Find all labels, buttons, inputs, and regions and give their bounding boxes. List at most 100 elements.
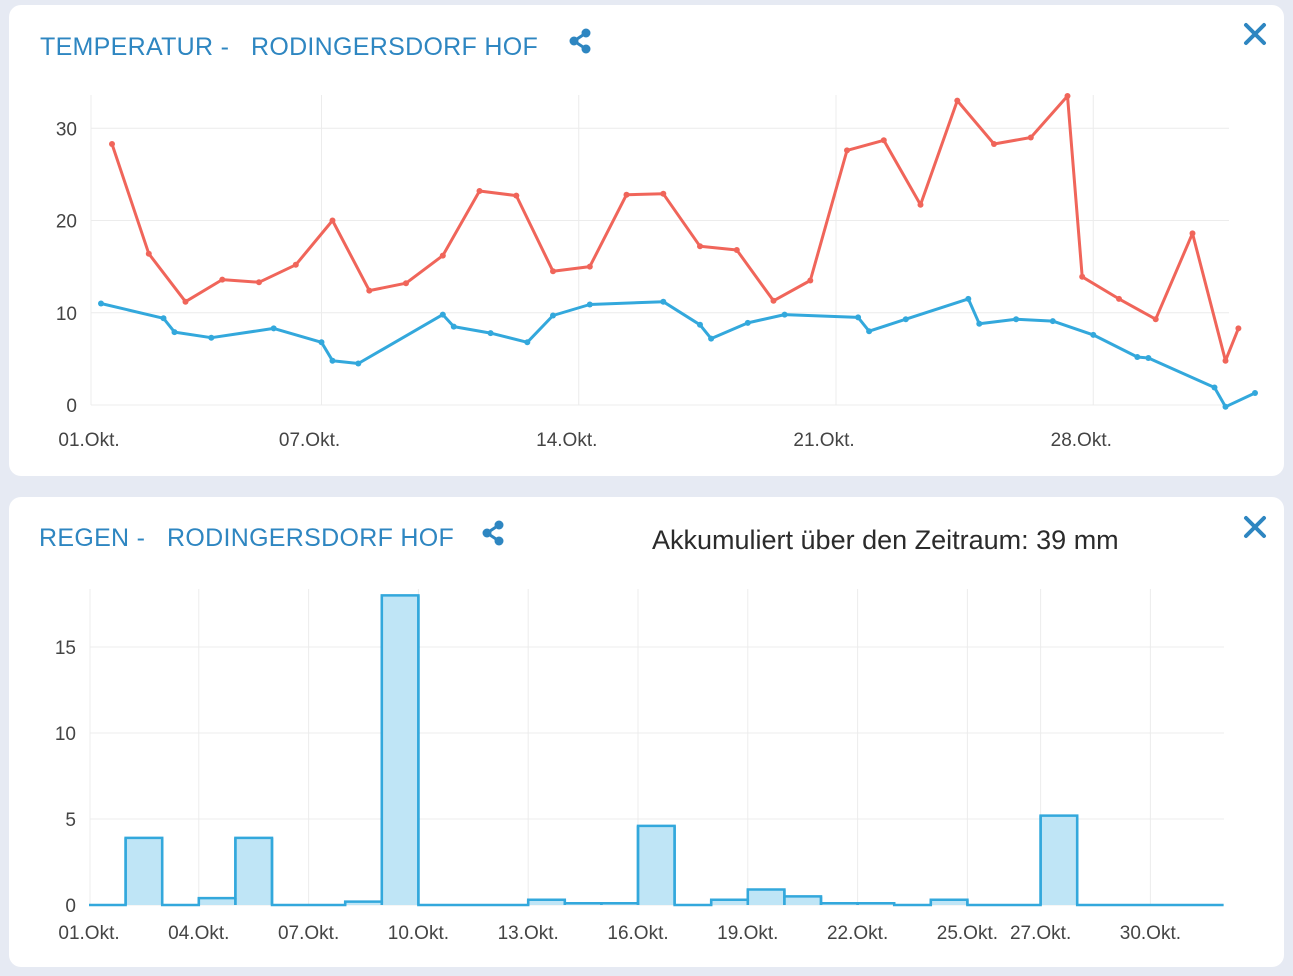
- data-point-max: [991, 141, 997, 147]
- data-point-min: [98, 300, 104, 307]
- data-point-max: [476, 188, 483, 194]
- data-point-min: [329, 357, 336, 364]
- data-point-min: [270, 325, 277, 332]
- rain-bar: [345, 901, 382, 905]
- data-point-min: [439, 311, 446, 318]
- data-point-min: [1211, 384, 1218, 391]
- accumulated-total: Akkumuliert über den Zeitraum: 39 mm: [652, 525, 1119, 555]
- rain-bar: [1040, 815, 1078, 905]
- rain-card: REGEN - RODINGERSDORF HOF Akkumuliert üb…: [9, 497, 1284, 967]
- data-point-min: [1013, 316, 1020, 323]
- y-tick-label: 5: [65, 810, 76, 831]
- x-tick-label: 25.Okt.: [937, 923, 998, 944]
- data-point-max: [256, 279, 262, 286]
- y-tick-label: 15: [55, 638, 76, 659]
- x-tick-label: 16.Okt.: [607, 923, 668, 944]
- share-icon[interactable]: [479, 519, 507, 547]
- data-point-min: [160, 315, 167, 322]
- data-point-max: [219, 276, 226, 283]
- data-point-min: [550, 312, 556, 319]
- data-point-max: [513, 192, 520, 199]
- rain-bar: [711, 899, 748, 905]
- data-point-max: [1079, 273, 1086, 280]
- data-point-min: [855, 314, 862, 321]
- data-point-min: [355, 360, 362, 367]
- x-tick-label: 01.Okt.: [58, 430, 119, 451]
- data-point-max: [182, 298, 189, 305]
- data-point-min: [781, 311, 788, 318]
- x-tick-label: 22.Okt.: [827, 923, 888, 944]
- data-point-max: [1235, 325, 1242, 332]
- data-point-max: [145, 250, 152, 257]
- x-tick-label: 07.Okt.: [278, 923, 339, 944]
- data-point-min: [1145, 355, 1152, 361]
- share-icon[interactable]: [566, 27, 594, 55]
- data-point-min: [208, 334, 215, 341]
- data-point-max: [366, 287, 373, 294]
- x-tick-label: 21.Okt.: [793, 430, 854, 451]
- rain-bar: [747, 889, 785, 905]
- data-point-min: [1049, 318, 1056, 325]
- rain-bar: [235, 837, 272, 905]
- data-point-min: [708, 335, 715, 342]
- data-point-max: [329, 217, 336, 224]
- data-point-min: [1134, 354, 1141, 360]
- data-point-max: [770, 297, 777, 304]
- temperature-title: TEMPERATUR - RODINGERSDORF HOF: [40, 33, 539, 61]
- y-tick-label: 0: [65, 896, 76, 917]
- close-icon[interactable]: [1242, 514, 1268, 540]
- data-point-max: [623, 191, 630, 198]
- data-point-max: [1152, 316, 1159, 323]
- x-tick-label: 28.Okt.: [1051, 430, 1112, 451]
- x-tick-label: 01.Okt.: [58, 923, 119, 944]
- x-tick-label: 04.Okt.: [168, 923, 229, 944]
- data-point-max: [550, 268, 556, 275]
- data-point-min: [866, 328, 873, 335]
- series-line-max: [110, 94, 1240, 363]
- x-tick-label: 14.Okt.: [536, 430, 597, 451]
- rain-bar: [638, 825, 675, 905]
- y-tick-label: 10: [55, 724, 76, 745]
- data-point-max: [1027, 134, 1034, 141]
- rain-bar: [930, 899, 968, 905]
- rain-bar: [198, 898, 236, 905]
- series-line-min: [100, 297, 1256, 409]
- data-point-min: [697, 321, 703, 328]
- data-point-min: [965, 295, 972, 302]
- data-point-min: [744, 319, 751, 326]
- x-tick-label: 10.Okt.: [388, 923, 449, 944]
- y-tick-label: 20: [56, 212, 77, 233]
- data-point-min: [171, 329, 178, 336]
- y-tick-label: 30: [56, 119, 77, 140]
- rain-bar: [381, 595, 419, 905]
- temperature-card: TEMPERATUR - RODINGERSDORF HOF 01.Okt. 07…: [9, 5, 1284, 476]
- data-point-min: [1252, 390, 1258, 396]
- x-tick-label: 13.Okt.: [498, 923, 559, 944]
- data-point-min: [1090, 331, 1097, 338]
- data-point-max: [403, 280, 409, 287]
- data-point-max: [697, 243, 703, 250]
- data-point-max: [1222, 357, 1229, 364]
- x-tick-label: 07.Okt.: [279, 430, 340, 451]
- y-tick-label: 10: [56, 304, 77, 325]
- data-point-max: [880, 137, 887, 144]
- temperature-chart: 01.Okt. 07.Okt. 14.Okt. 21.Okt. 28.Okt. 0 10 20…: [56, 93, 1258, 451]
- y-tick-label: 0: [66, 396, 77, 417]
- x-tick-label: 27.Okt.: [1010, 923, 1071, 944]
- data-point-max: [439, 252, 446, 259]
- x-tick-label: 30.Okt.: [1120, 923, 1181, 944]
- data-point-min: [318, 339, 325, 346]
- data-point-max: [917, 201, 924, 208]
- data-point-max: [954, 97, 961, 104]
- data-point-min: [660, 298, 667, 305]
- data-point-min: [902, 316, 909, 323]
- data-point-max: [844, 147, 850, 154]
- close-icon[interactable]: [1242, 21, 1268, 47]
- data-point-min: [487, 330, 494, 337]
- data-point-min: [1222, 403, 1229, 410]
- data-point-max: [1064, 93, 1071, 99]
- data-point-max: [660, 190, 667, 197]
- rain-bar: [528, 899, 565, 905]
- rain-chart: 01.Okt. 04.Okt. 07.Okt. 10.Okt. 13.Okt. 16.Ok…: [55, 589, 1224, 944]
- data-point-min: [976, 320, 983, 327]
